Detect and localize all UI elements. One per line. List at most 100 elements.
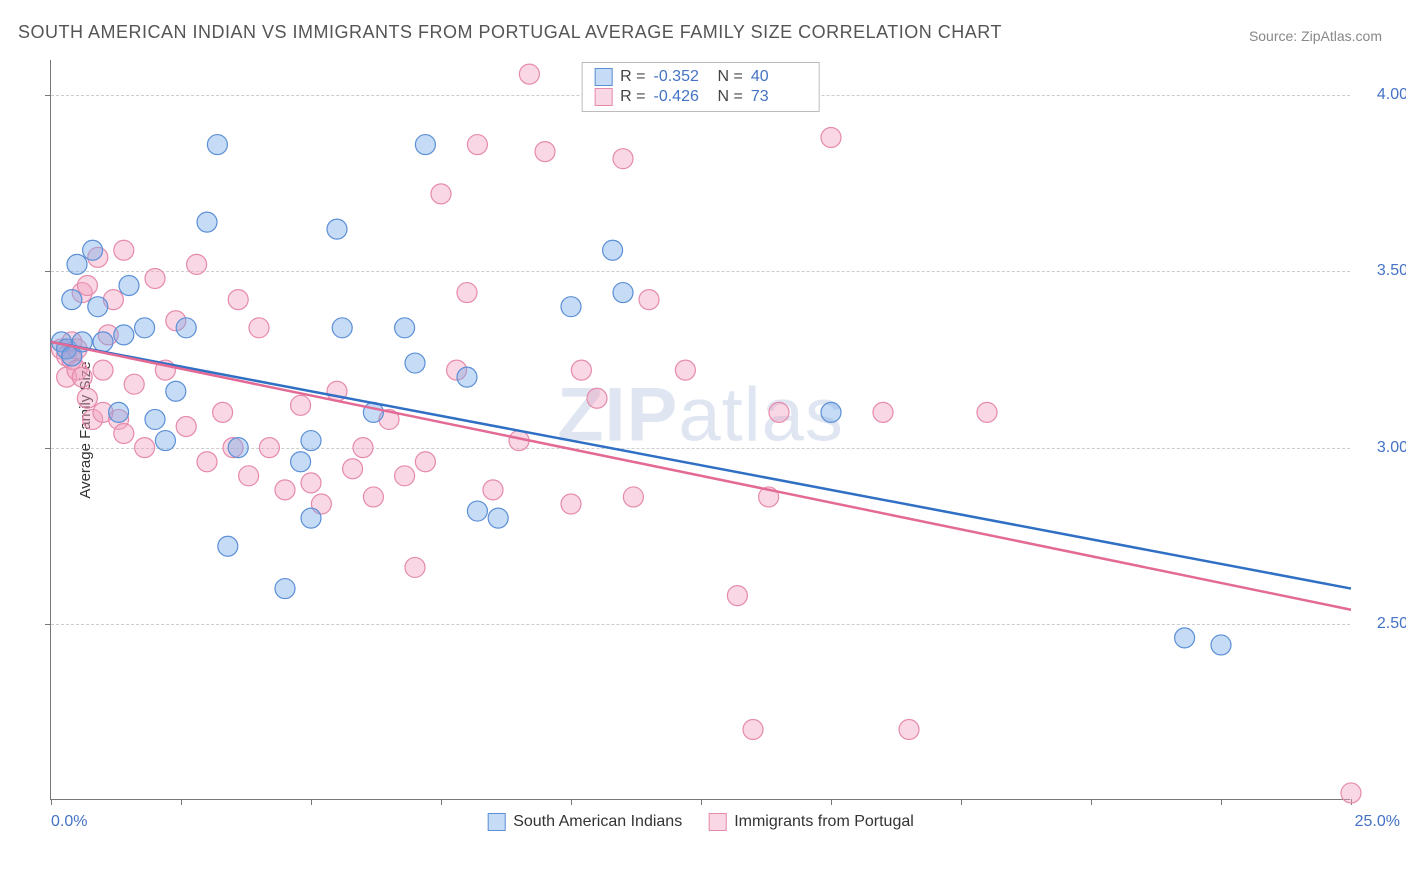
stats-row: R = -0.352 N = 40 bbox=[594, 67, 807, 87]
data-point bbox=[176, 416, 196, 436]
data-point bbox=[561, 297, 581, 317]
data-point bbox=[228, 290, 248, 310]
data-point bbox=[457, 283, 477, 303]
stats-swatch bbox=[594, 68, 612, 86]
data-point bbox=[405, 557, 425, 577]
bottom-legend: South American Indians Immigrants from Po… bbox=[487, 813, 914, 831]
data-point bbox=[623, 487, 643, 507]
data-point bbox=[93, 332, 113, 352]
legend-label: South American Indians bbox=[513, 813, 682, 831]
data-point bbox=[1211, 635, 1231, 655]
data-point bbox=[228, 438, 248, 458]
data-point bbox=[405, 353, 425, 373]
x-tick-mark bbox=[571, 799, 572, 805]
data-point bbox=[301, 508, 321, 528]
scatter-plot-svg bbox=[51, 60, 1350, 799]
data-point bbox=[145, 268, 165, 288]
data-point bbox=[899, 720, 919, 740]
data-point bbox=[77, 388, 97, 408]
data-point bbox=[109, 402, 129, 422]
chart-title: SOUTH AMERICAN INDIAN VS IMMIGRANTS FROM… bbox=[18, 22, 1002, 43]
data-point bbox=[83, 240, 103, 260]
data-point bbox=[821, 402, 841, 422]
data-point bbox=[77, 276, 97, 296]
data-point bbox=[571, 360, 591, 380]
data-point bbox=[135, 438, 155, 458]
stats-r-value: -0.352 bbox=[654, 68, 710, 86]
data-point bbox=[1175, 628, 1195, 648]
data-point bbox=[124, 374, 144, 394]
legend-swatch bbox=[487, 813, 505, 831]
y-tick-label: 3.00 bbox=[1377, 439, 1406, 457]
stats-r-label: R = bbox=[620, 68, 645, 86]
data-point bbox=[275, 480, 295, 500]
data-point bbox=[187, 254, 207, 274]
data-point bbox=[135, 318, 155, 338]
data-point bbox=[213, 402, 233, 422]
data-point bbox=[67, 254, 87, 274]
data-point bbox=[343, 459, 363, 479]
data-point bbox=[114, 424, 134, 444]
stats-n-value: 73 bbox=[751, 88, 807, 106]
data-point bbox=[743, 720, 763, 740]
data-point bbox=[155, 431, 175, 451]
data-point bbox=[327, 219, 347, 239]
data-point bbox=[1341, 783, 1361, 803]
stats-legend: R = -0.352 N = 40R = -0.426 N = 73 bbox=[581, 62, 820, 112]
data-point bbox=[363, 487, 383, 507]
legend-item: Immigrants from Portugal bbox=[708, 813, 914, 831]
data-point bbox=[301, 473, 321, 493]
data-point bbox=[395, 318, 415, 338]
data-point bbox=[769, 402, 789, 422]
plot-area: Average Family Size 2.503.003.504.00 0.0… bbox=[50, 60, 1350, 800]
source-label: Source: ZipAtlas.com bbox=[1249, 28, 1382, 44]
stats-n-value: 40 bbox=[751, 68, 807, 86]
x-axis-max-label: 25.0% bbox=[1355, 813, 1400, 831]
data-point bbox=[145, 409, 165, 429]
data-point bbox=[467, 501, 487, 521]
x-tick-mark bbox=[311, 799, 312, 805]
data-point bbox=[613, 149, 633, 169]
stats-n-label: N = bbox=[718, 68, 743, 86]
data-point bbox=[291, 395, 311, 415]
x-tick-mark bbox=[701, 799, 702, 805]
x-axis-min-label: 0.0% bbox=[51, 813, 87, 831]
x-tick-mark bbox=[51, 799, 52, 805]
data-point bbox=[675, 360, 695, 380]
x-tick-mark bbox=[831, 799, 832, 805]
chart-container: SOUTH AMERICAN INDIAN VS IMMIGRANTS FROM… bbox=[0, 0, 1406, 892]
legend-swatch bbox=[708, 813, 726, 831]
data-point bbox=[613, 283, 633, 303]
y-tick-label: 2.50 bbox=[1377, 615, 1406, 633]
stats-n-label: N = bbox=[718, 88, 743, 106]
data-point bbox=[519, 64, 539, 84]
data-point bbox=[488, 508, 508, 528]
data-point bbox=[415, 452, 435, 472]
data-point bbox=[197, 212, 217, 232]
data-point bbox=[93, 360, 113, 380]
data-point bbox=[207, 135, 227, 155]
data-point bbox=[332, 318, 352, 338]
x-tick-mark bbox=[441, 799, 442, 805]
data-point bbox=[197, 452, 217, 472]
data-point bbox=[119, 276, 139, 296]
stats-row: R =-0.426N =73 bbox=[594, 87, 807, 107]
data-point bbox=[166, 381, 186, 401]
data-point bbox=[218, 536, 238, 556]
x-tick-mark bbox=[1091, 799, 1092, 805]
data-point bbox=[535, 142, 555, 162]
x-tick-mark bbox=[1221, 799, 1222, 805]
data-point bbox=[301, 431, 321, 451]
data-point bbox=[249, 318, 269, 338]
data-point bbox=[821, 128, 841, 148]
data-point bbox=[483, 480, 503, 500]
trend-line bbox=[51, 342, 1351, 589]
data-point bbox=[561, 494, 581, 514]
data-point bbox=[395, 466, 415, 486]
data-point bbox=[415, 135, 435, 155]
data-point bbox=[72, 367, 92, 387]
x-tick-mark bbox=[181, 799, 182, 805]
data-point bbox=[259, 438, 279, 458]
stats-r-value: -0.426 bbox=[654, 88, 710, 106]
data-point bbox=[467, 135, 487, 155]
